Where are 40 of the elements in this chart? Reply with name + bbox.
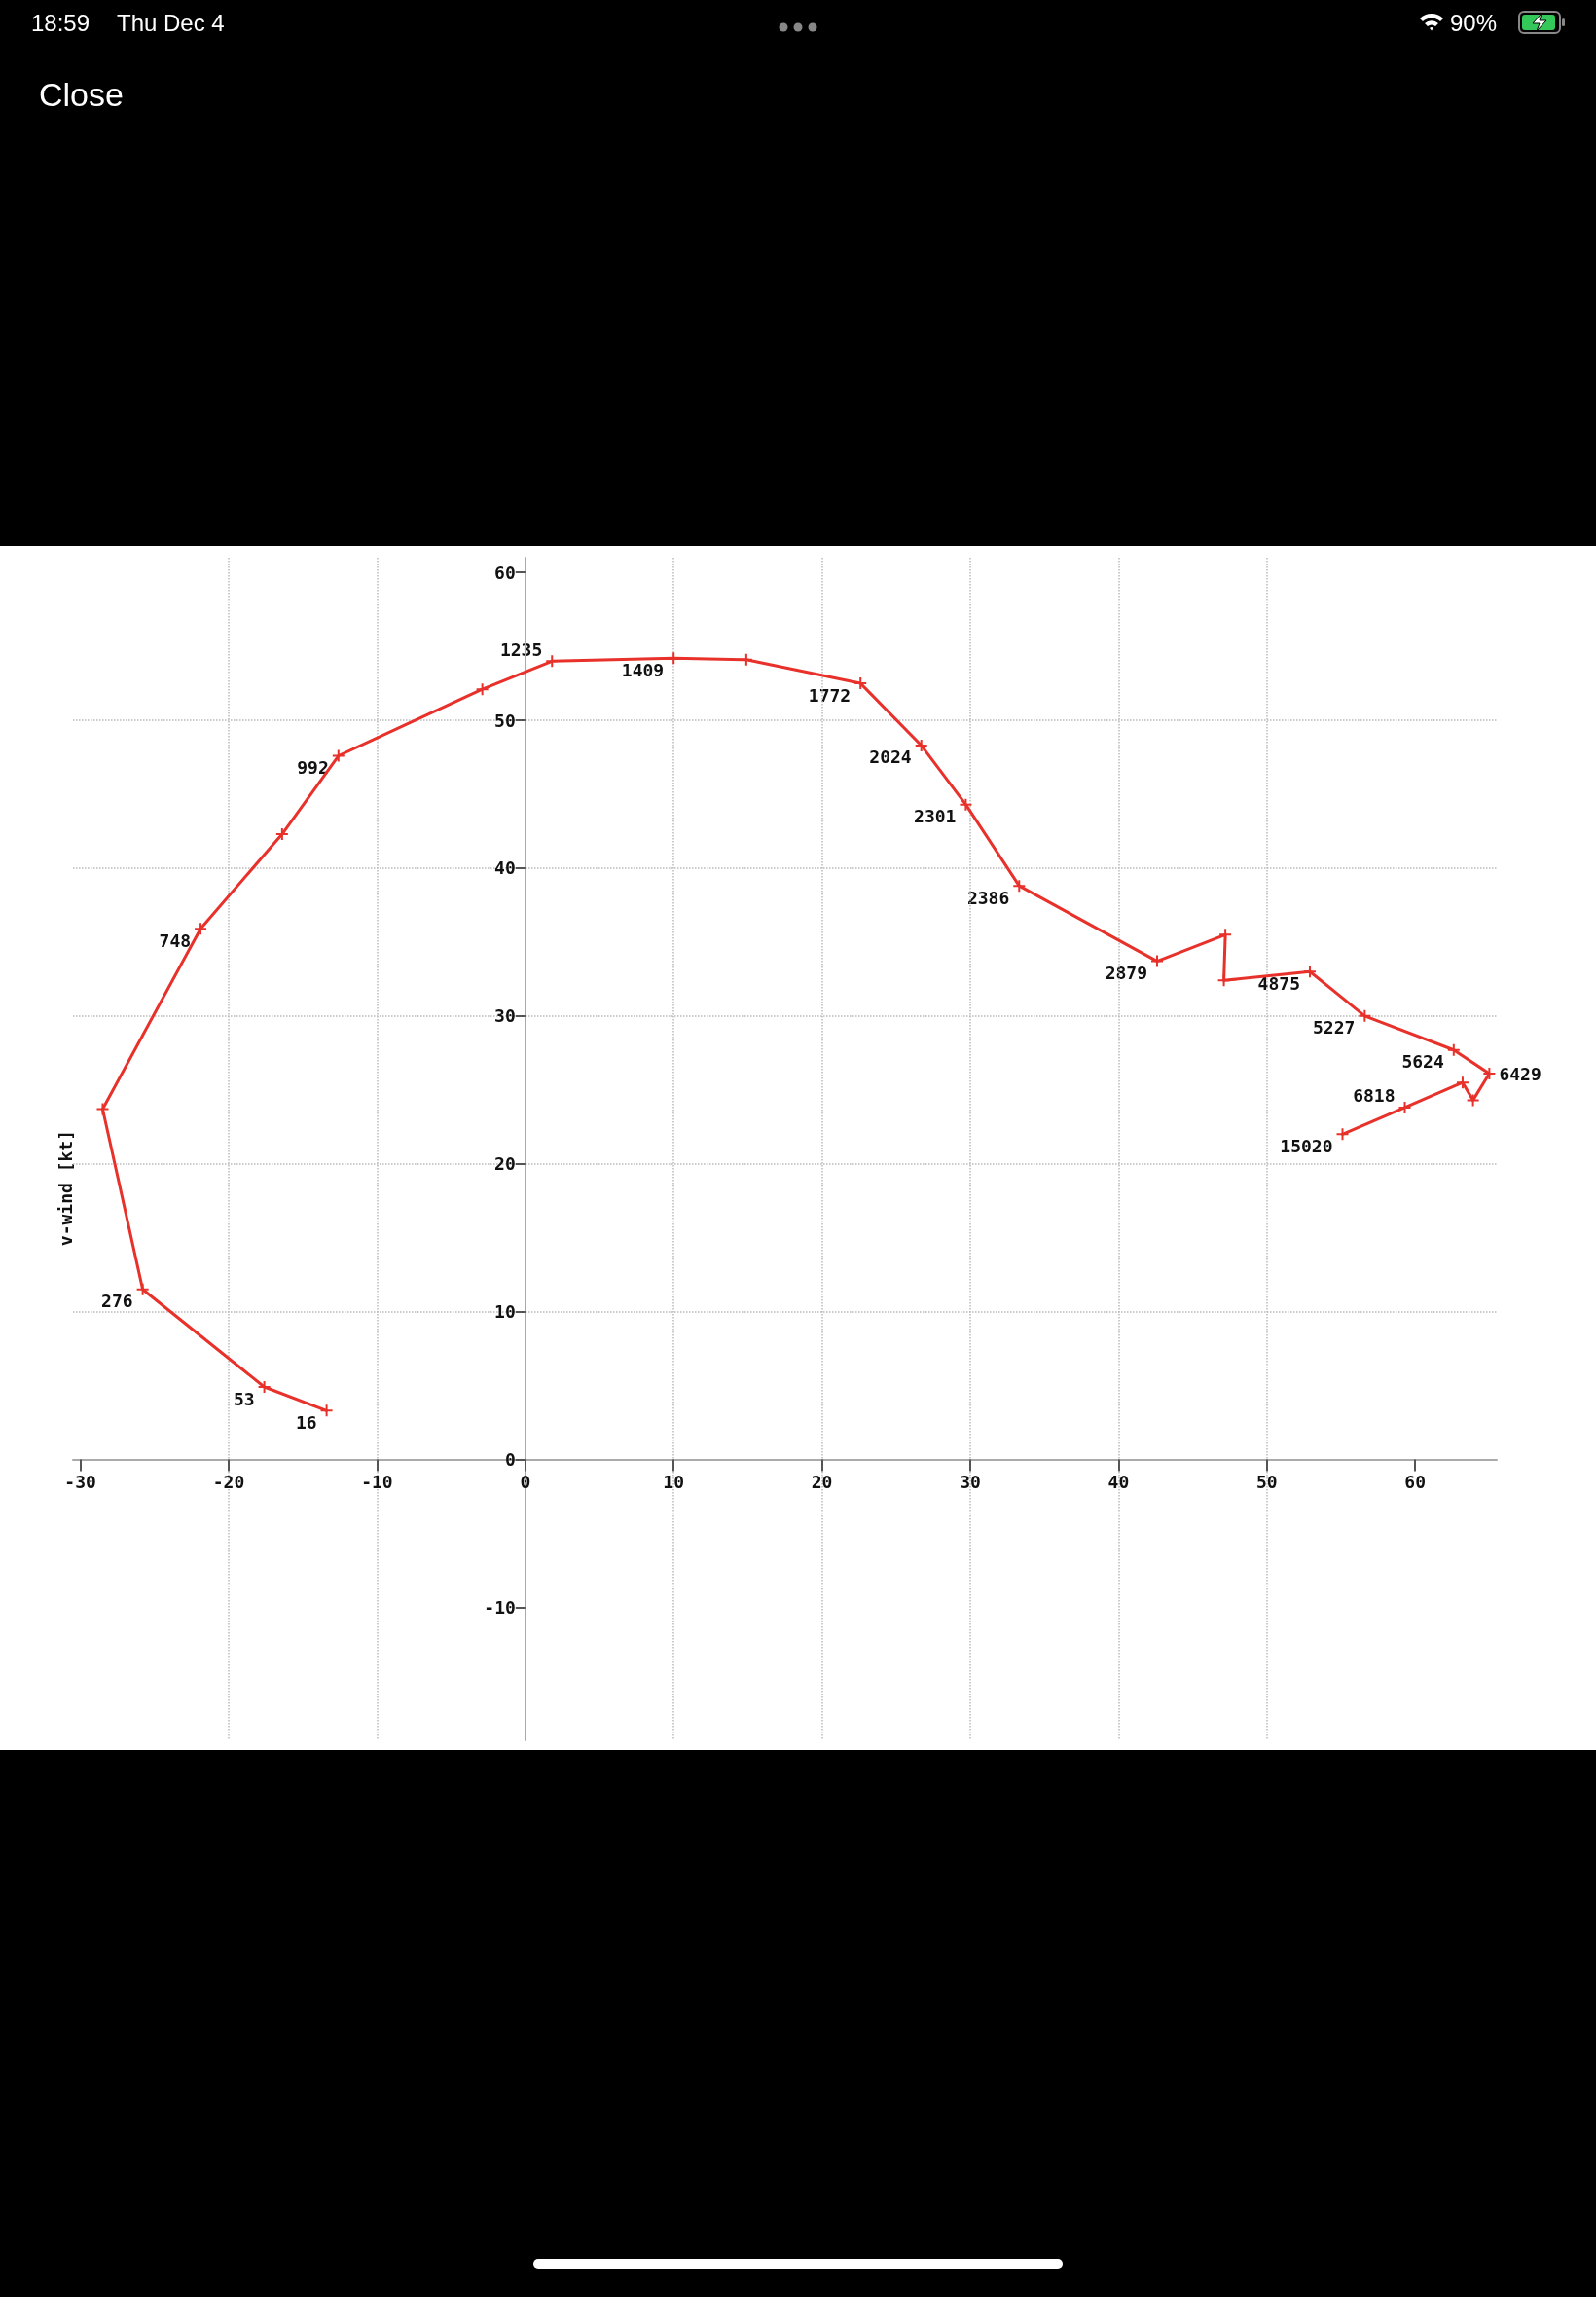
text: 18:59 <box>31 10 91 37</box>
x-tick-label: 60 <box>1404 1471 1427 1492</box>
x-tick-label: 20 <box>811 1471 833 1492</box>
x-tick-label: 40 <box>1107 1471 1130 1492</box>
text: 90% <box>1450 10 1498 37</box>
x-tick-label: -20 <box>212 1471 245 1492</box>
annotation: 276 <box>101 1291 133 1312</box>
annotation: 6818 <box>1353 1085 1396 1107</box>
annotation: 2301 <box>914 806 957 827</box>
y-tick-label: 20 <box>494 1153 516 1175</box>
annotation: 6429 <box>1499 1063 1542 1084</box>
y-tick-label: 0 <box>504 1448 516 1470</box>
y-tick-label: -10 <box>484 1596 516 1618</box>
annotation: 4875 <box>1257 972 1300 994</box>
y-axis-title: v-wind [kt] <box>54 1129 76 1247</box>
x-tick-label: 30 <box>960 1471 981 1492</box>
annotation: 16 <box>295 1411 317 1433</box>
y-tick-label: 10 <box>494 1301 516 1323</box>
y-tick-label: 40 <box>494 857 516 879</box>
annotation: 53 <box>233 1388 255 1409</box>
x-tick-label: 10 <box>663 1471 685 1492</box>
text: Thu Dec 4 <box>117 10 225 37</box>
x-tick-label: 0 <box>520 1471 531 1492</box>
annotation: 1409 <box>621 659 665 680</box>
annotation: 15020 <box>1280 1135 1333 1156</box>
annotation: 5624 <box>1401 1051 1444 1073</box>
annotation: 2879 <box>1105 963 1148 984</box>
annotation: 2024 <box>869 747 912 768</box>
x-tick-label: -30 <box>64 1471 96 1492</box>
y-tick-label: 50 <box>494 710 516 731</box>
annotation: 2386 <box>966 887 1010 908</box>
x-tick-label: 50 <box>1255 1471 1278 1492</box>
annotation: 1772 <box>808 684 852 706</box>
annotation: 5227 <box>1313 1017 1356 1039</box>
y-tick-label: 60 <box>494 562 516 583</box>
x-tick-label: -10 <box>361 1471 393 1492</box>
text: Close <box>39 76 124 114</box>
annotation: 992 <box>297 757 329 779</box>
annotation: 748 <box>159 930 192 951</box>
y-tick-label: 30 <box>494 1005 516 1027</box>
